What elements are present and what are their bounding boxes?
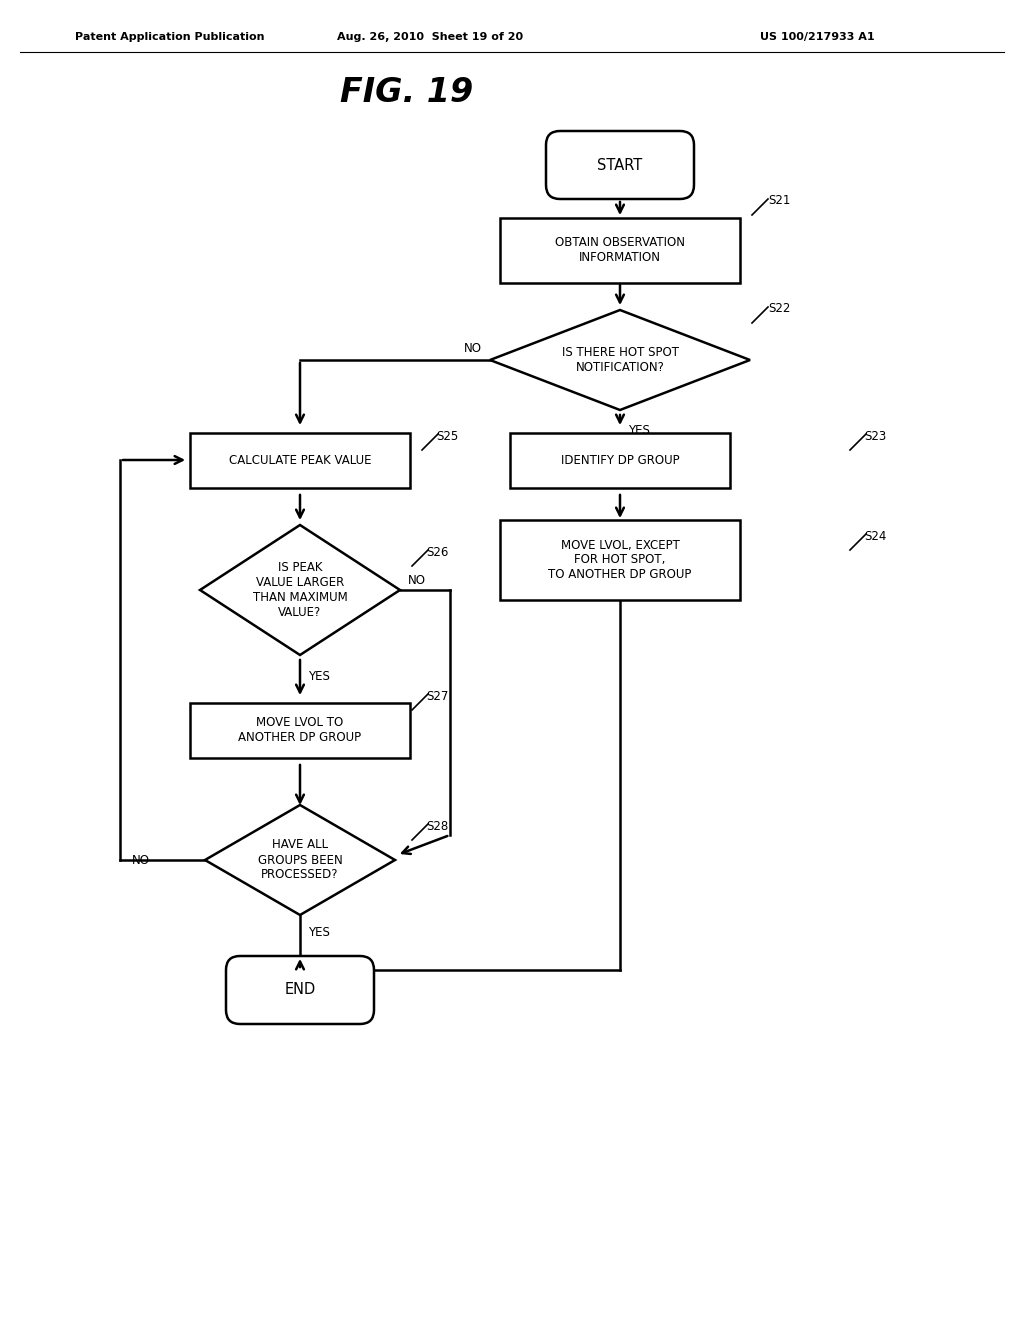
Text: HAVE ALL
GROUPS BEEN
PROCESSED?: HAVE ALL GROUPS BEEN PROCESSED? bbox=[258, 838, 342, 882]
Text: US 100/217933 A1: US 100/217933 A1 bbox=[760, 32, 874, 42]
Bar bbox=[190, 702, 410, 758]
Text: YES: YES bbox=[628, 424, 650, 437]
FancyBboxPatch shape bbox=[226, 956, 374, 1024]
Text: MOVE LVOL, EXCEPT
FOR HOT SPOT,
TO ANOTHER DP GROUP: MOVE LVOL, EXCEPT FOR HOT SPOT, TO ANOTH… bbox=[548, 539, 691, 582]
Text: S27: S27 bbox=[426, 689, 449, 702]
Text: Aug. 26, 2010  Sheet 19 of 20: Aug. 26, 2010 Sheet 19 of 20 bbox=[337, 32, 523, 42]
Text: END: END bbox=[285, 982, 315, 998]
Bar bbox=[510, 433, 730, 487]
Text: IS THERE HOT SPOT
NOTIFICATION?: IS THERE HOT SPOT NOTIFICATION? bbox=[561, 346, 679, 374]
Text: Patent Application Publication: Patent Application Publication bbox=[75, 32, 264, 42]
Polygon shape bbox=[200, 525, 400, 655]
Text: IDENTIFY DP GROUP: IDENTIFY DP GROUP bbox=[561, 454, 679, 466]
Bar bbox=[500, 218, 740, 282]
Text: S25: S25 bbox=[436, 429, 459, 442]
Text: S26: S26 bbox=[426, 545, 449, 558]
Text: S22: S22 bbox=[768, 301, 791, 314]
Text: NO: NO bbox=[132, 854, 150, 866]
Text: S23: S23 bbox=[864, 429, 886, 442]
Bar bbox=[500, 520, 740, 601]
Text: S28: S28 bbox=[426, 820, 449, 833]
Text: YES: YES bbox=[308, 671, 330, 684]
Text: YES: YES bbox=[308, 925, 330, 939]
Text: IS PEAK
VALUE LARGER
THAN MAXIMUM
VALUE?: IS PEAK VALUE LARGER THAN MAXIMUM VALUE? bbox=[253, 561, 347, 619]
Polygon shape bbox=[205, 805, 395, 915]
Text: FIG. 19: FIG. 19 bbox=[340, 75, 473, 108]
FancyBboxPatch shape bbox=[546, 131, 694, 199]
Text: OBTAIN OBSERVATION
INFORMATION: OBTAIN OBSERVATION INFORMATION bbox=[555, 236, 685, 264]
Text: NO: NO bbox=[408, 573, 426, 586]
Text: MOVE LVOL TO
ANOTHER DP GROUP: MOVE LVOL TO ANOTHER DP GROUP bbox=[239, 715, 361, 744]
Text: S24: S24 bbox=[864, 529, 887, 543]
Bar bbox=[190, 433, 410, 487]
Text: START: START bbox=[597, 157, 643, 173]
Polygon shape bbox=[490, 310, 750, 411]
Text: NO: NO bbox=[464, 342, 482, 355]
Text: S21: S21 bbox=[768, 194, 791, 206]
Text: CALCULATE PEAK VALUE: CALCULATE PEAK VALUE bbox=[228, 454, 372, 466]
